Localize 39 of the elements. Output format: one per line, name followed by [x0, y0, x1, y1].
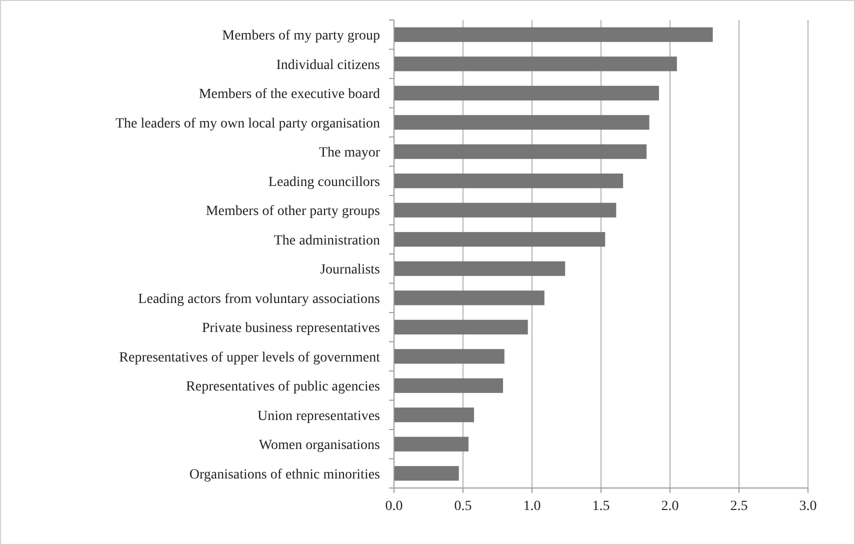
bar — [394, 202, 616, 218]
x-tick-label: 2.5 — [730, 499, 748, 514]
x-tick-label: 1.0 — [523, 499, 541, 514]
y-tick-label: Representatives of upper levels of government — [119, 350, 380, 366]
x-tick-label: 0.0 — [385, 499, 403, 514]
y-tick-label: Private business representatives — [202, 321, 380, 336]
y-tick-label: The leaders of my own local party organisation — [116, 116, 380, 132]
bar — [394, 408, 474, 422]
y-tick-label: Leading actors from voluntary associations — [138, 292, 380, 307]
y-tick-label: Union representatives — [258, 408, 380, 424]
y-tick-label: Members of other party groups — [206, 204, 380, 220]
x-tick-label: 0.5 — [454, 499, 472, 514]
y-tick-label: Women organisations — [258, 438, 380, 454]
y-tick-label: The administration — [274, 233, 380, 248]
y-tick-label: Journalists — [320, 262, 380, 278]
y-tick-label: Members of the executive board — [198, 87, 380, 102]
bar — [394, 261, 566, 276]
y-tick-label: The mayor — [318, 146, 380, 161]
bar — [394, 27, 713, 42]
bar — [394, 86, 659, 100]
x-tick-label: 3.0 — [799, 499, 817, 514]
bar — [394, 290, 544, 306]
x-tick-label: 2.0 — [661, 499, 679, 514]
bar — [394, 378, 504, 393]
y-tick-label: Leading councillors — [268, 174, 380, 190]
bar — [394, 320, 528, 334]
bar — [394, 115, 650, 130]
bar — [394, 174, 624, 188]
y-tick-label: Representatives of public agencies — [186, 380, 380, 395]
bar — [394, 436, 469, 452]
y-tick-label: Members of my party group — [222, 28, 380, 44]
bar — [394, 466, 459, 481]
bar — [394, 56, 677, 72]
y-tick-label: Individual citizens — [276, 58, 380, 73]
x-tick-label: 1.5 — [592, 499, 610, 514]
bar — [394, 144, 647, 159]
bar — [394, 232, 606, 247]
y-tick-label: Organisations of ethnic minorities — [189, 467, 380, 482]
bar — [394, 349, 504, 364]
